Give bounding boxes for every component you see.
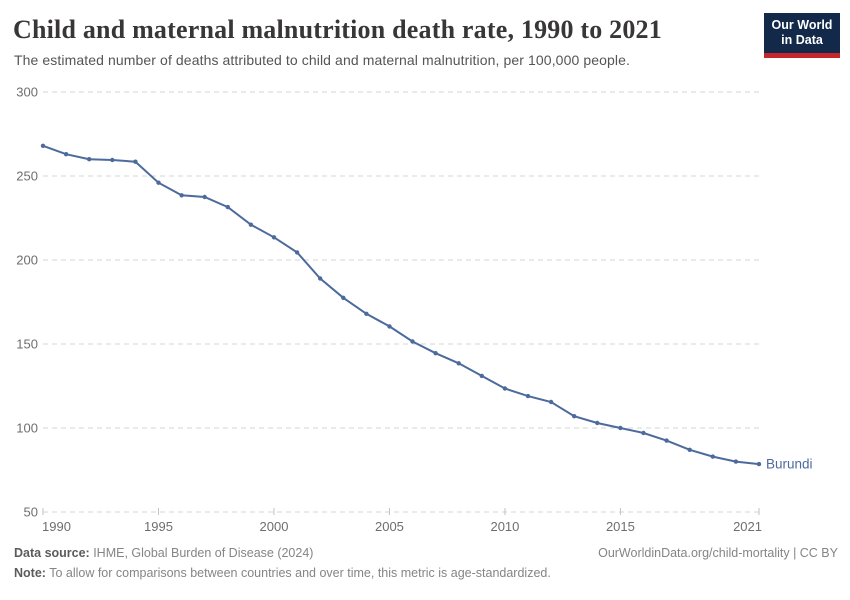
y-axis-label: 250 (16, 169, 38, 184)
owid-logo-line1: Our World (771, 18, 833, 32)
data-point (410, 339, 415, 344)
chart-subtitle: The estimated number of deaths attribute… (14, 52, 630, 68)
y-axis-label: 150 (16, 337, 38, 352)
data-point (479, 373, 484, 379)
data-point (525, 393, 531, 399)
data-point (364, 311, 369, 316)
data-point (756, 461, 762, 467)
data-source-label: Data source: (14, 546, 90, 560)
data-point (318, 276, 323, 281)
x-axis-label: 1995 (144, 519, 173, 534)
x-axis-label: 1990 (42, 519, 71, 534)
entity-label: Burundi (766, 457, 813, 472)
data-source: Data source: IHME, Global Burden of Dise… (14, 546, 313, 560)
owid-logo-line2: in Data (781, 33, 823, 48)
data-point (618, 425, 623, 431)
x-axis-label: 2000 (260, 519, 289, 534)
data-point (664, 438, 669, 443)
series-line-burundi (42, 144, 760, 466)
data-point (433, 351, 438, 356)
y-axis-label: 300 (16, 85, 38, 100)
license-link[interactable]: OurWorldinData.org/child-mortality | CC … (598, 546, 838, 560)
data-point (733, 459, 739, 464)
data-point (40, 143, 46, 148)
page-title: Child and maternal malnutrition death ra… (13, 15, 662, 44)
data-point (341, 295, 346, 300)
data-point (248, 222, 254, 227)
owid-logo-text: Our World in Data (764, 13, 840, 53)
data-point (87, 157, 92, 162)
x-axis-label: 2005 (375, 519, 404, 534)
chart-note: Note: To allow for comparisons between c… (14, 566, 838, 580)
y-axis-label: 200 (16, 253, 38, 268)
data-point (294, 250, 300, 255)
data-point (502, 386, 508, 391)
x-axis-label: 2021 (733, 519, 762, 534)
data-point (548, 399, 554, 405)
data-point (202, 194, 207, 200)
owid-logo[interactable]: Our World in Data (764, 13, 840, 58)
data-point (456, 361, 461, 366)
data-point (572, 414, 577, 419)
data-point (387, 324, 392, 329)
x-axis-label: 2010 (490, 519, 519, 534)
data-point (641, 430, 646, 436)
note-label: Note: (14, 566, 46, 580)
x-axis-label: 2015 (606, 519, 635, 534)
data-point (687, 447, 692, 452)
note-value: To allow for comparisons between countri… (45, 566, 551, 580)
data-point (225, 204, 230, 210)
data-source-value: IHME, Global Burden of Disease (2024) (89, 546, 314, 560)
data-point (710, 454, 715, 459)
data-point (595, 420, 600, 426)
owid-logo-red-bar (764, 52, 840, 58)
y-axis-label: 50 (24, 505, 38, 520)
data-point (133, 159, 138, 164)
data-point (271, 235, 277, 240)
chart-footer: Data source: IHME, Global Burden of Dise… (14, 546, 838, 580)
data-point (110, 157, 115, 163)
data-point (156, 180, 161, 185)
y-axis-label: 100 (16, 421, 38, 436)
data-point (63, 152, 69, 157)
data-point (179, 193, 184, 198)
